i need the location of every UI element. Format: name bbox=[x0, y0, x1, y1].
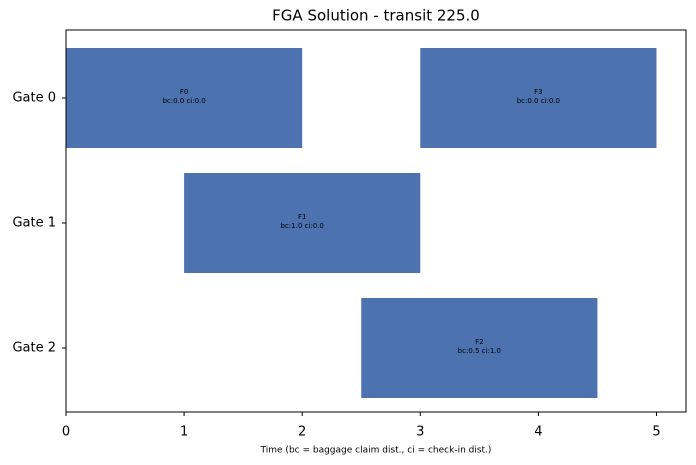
x-tick-label: 1 bbox=[180, 425, 188, 440]
x-tick-label: 3 bbox=[416, 425, 424, 440]
bar bbox=[361, 298, 598, 398]
bar-name: F3 bbox=[534, 88, 542, 96]
x-tick-label: 2 bbox=[298, 425, 306, 440]
plot-frame bbox=[65, 29, 687, 413]
y-tick-label: Gate 1 bbox=[12, 216, 56, 231]
bar bbox=[420, 48, 657, 148]
bar-label: bc:0.0 ci:0.0 bbox=[162, 97, 205, 105]
bar-label: bc:0.5 ci:1.0 bbox=[458, 347, 501, 355]
bar-name: F1 bbox=[298, 213, 306, 221]
y-tick-label: Gate 2 bbox=[12, 341, 56, 356]
bar bbox=[66, 48, 303, 148]
bar-label: bc:1.0 ci:0.0 bbox=[281, 222, 324, 230]
bar-name: F0 bbox=[180, 88, 188, 96]
x-tick-label: 0 bbox=[62, 425, 70, 440]
chart-title: FGA Solution - transit 225.0 bbox=[272, 7, 480, 25]
bar-label: bc:0.0 ci:0.0 bbox=[517, 97, 560, 105]
y-tick-label: Gate 0 bbox=[12, 91, 56, 106]
bar-name: F2 bbox=[475, 338, 483, 346]
x-axis-label: Time (bc = baggage claim dist., ci = che… bbox=[260, 446, 492, 456]
bar bbox=[184, 173, 421, 273]
x-tick-label: 4 bbox=[534, 425, 542, 440]
x-tick-label: 5 bbox=[652, 425, 660, 440]
